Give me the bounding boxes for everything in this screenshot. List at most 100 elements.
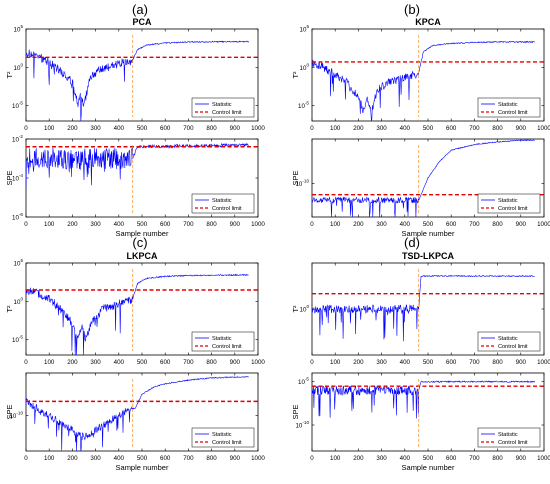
x-tick-label: 300: [90, 359, 101, 366]
x-tick-label: 300: [90, 455, 101, 462]
chart-title: PCA: [132, 17, 152, 27]
chart-title: KPCA: [415, 17, 441, 27]
x-tick-label: 700: [183, 125, 194, 132]
statistic-series-line: [26, 142, 249, 189]
y-tick-label: 100: [14, 296, 24, 306]
x-tick-label: 1000: [537, 125, 550, 132]
x-tick-label: 400: [114, 359, 125, 366]
x-tick-label: 200: [353, 221, 364, 228]
x-tick-label: 400: [400, 455, 411, 462]
x-tick-label: 800: [206, 359, 217, 366]
y-tick-label: 10-10: [295, 179, 309, 189]
x-tick-label: 1000: [537, 455, 550, 462]
legend-control-limit-label: Control limit: [498, 206, 528, 212]
x-tick-label: 300: [376, 359, 387, 366]
chart-panel-7: 0 100 200 300 400 500 600 700 800 900 1000 Sample n…: [291, 372, 550, 472]
x-tick-label: 600: [446, 125, 457, 132]
statistic-series-line: [312, 40, 535, 121]
statistic-series-line: [26, 375, 249, 451]
legend-statistic-label: Statistic: [498, 432, 518, 438]
x-axis-label: Sample number: [402, 463, 455, 472]
x-tick-label: 900: [230, 125, 241, 132]
statistic-series-line: [26, 273, 249, 355]
y-tick-label: 100: [300, 62, 310, 72]
x-tick-label: 600: [160, 125, 171, 132]
x-tick-label: 400: [114, 125, 125, 132]
x-tick-label: 0: [24, 125, 28, 132]
x-tick-label: 200: [353, 125, 364, 132]
x-tick-label: 900: [516, 125, 527, 132]
chart-title: TSD-LKPCA: [402, 251, 454, 261]
legend-control-limit-label: Control limit: [212, 110, 242, 116]
x-tick-label: 500: [423, 221, 434, 228]
x-tick-label: 200: [67, 125, 78, 132]
x-tick-label: 300: [376, 125, 387, 132]
x-axis-label: Sample number: [116, 229, 169, 238]
statistic-series-line: [312, 380, 535, 419]
y-axis-label: T²: [5, 305, 14, 313]
chart-panel-3: 0 100 200 300 400 500 600 700 800 900 1000 Sample n…: [291, 138, 550, 238]
x-tick-label: 0: [24, 455, 28, 462]
x-tick-label: 1000: [537, 221, 550, 228]
chart-panel-4: LKPCA 0 100 200 300 400 500 600 700 800 900 1000 105…: [5, 251, 265, 366]
x-tick-label: 200: [353, 359, 364, 366]
x-tick-label: 300: [90, 221, 101, 228]
x-tick-label: 0: [310, 359, 314, 366]
y-tick-label: 100: [300, 304, 310, 314]
x-tick-label: 100: [330, 455, 341, 462]
y-tick-label: 10-5: [298, 377, 309, 387]
x-tick-label: 300: [376, 221, 387, 228]
panel-letter-a: (a): [132, 2, 148, 17]
legend-statistic-label: Statistic: [212, 198, 232, 204]
legend-statistic-label: Statistic: [212, 102, 232, 108]
y-tick-label: 10-4: [12, 173, 23, 183]
legend-statistic-label: Statistic: [212, 336, 232, 342]
y-axis-label: SPE: [5, 404, 14, 419]
x-tick-label: 300: [376, 455, 387, 462]
x-tick-label: 1000: [251, 221, 265, 228]
x-tick-label: 600: [160, 455, 171, 462]
x-tick-label: 900: [516, 359, 527, 366]
x-tick-label: 1000: [251, 125, 265, 132]
y-tick-label: 105: [300, 24, 310, 34]
x-tick-label: 200: [67, 221, 78, 228]
x-tick-label: 0: [24, 359, 28, 366]
x-tick-label: 200: [67, 359, 78, 366]
y-axis-label: T²: [291, 305, 300, 313]
legend-control-limit-label: Control limit: [212, 206, 242, 212]
x-tick-label: 900: [516, 455, 527, 462]
y-tick-label: 10-6: [12, 212, 23, 222]
x-tick-label: 800: [492, 221, 503, 228]
legend-statistic-label: Statistic: [498, 198, 518, 204]
y-tick-label: 10-10: [9, 411, 23, 421]
x-tick-label: 500: [423, 125, 434, 132]
x-tick-label: 400: [400, 125, 411, 132]
x-tick-label: 500: [137, 359, 148, 366]
x-tick-label: 0: [310, 455, 314, 462]
x-tick-label: 500: [137, 455, 148, 462]
x-tick-label: 400: [114, 455, 125, 462]
x-tick-label: 500: [137, 125, 148, 132]
y-tick-label: 10-5: [298, 101, 309, 111]
x-axis-label: Sample number: [116, 463, 169, 472]
x-tick-label: 800: [206, 455, 217, 462]
x-tick-label: 600: [446, 359, 457, 366]
x-tick-label: 800: [206, 125, 217, 132]
statistic-series-line: [312, 139, 535, 217]
x-tick-label: 700: [469, 125, 480, 132]
x-tick-label: 100: [330, 221, 341, 228]
x-axis-label: Sample number: [402, 229, 455, 238]
legend-statistic-label: Statistic: [498, 102, 518, 108]
x-tick-label: 700: [469, 359, 480, 366]
chart-panel-6: TSD-LKPCA 0 100 200 300 400 500 600 700 800 900 100…: [291, 251, 550, 366]
x-tick-label: 200: [67, 455, 78, 462]
x-tick-label: 800: [206, 221, 217, 228]
x-tick-label: 700: [469, 455, 480, 462]
y-tick-label: 10-5: [12, 101, 23, 111]
legend-control-limit-label: Control limit: [498, 344, 528, 350]
x-tick-label: 700: [183, 359, 194, 366]
x-tick-label: 800: [492, 359, 503, 366]
legend-control-limit-label: Control limit: [498, 440, 528, 446]
x-tick-label: 600: [446, 455, 457, 462]
